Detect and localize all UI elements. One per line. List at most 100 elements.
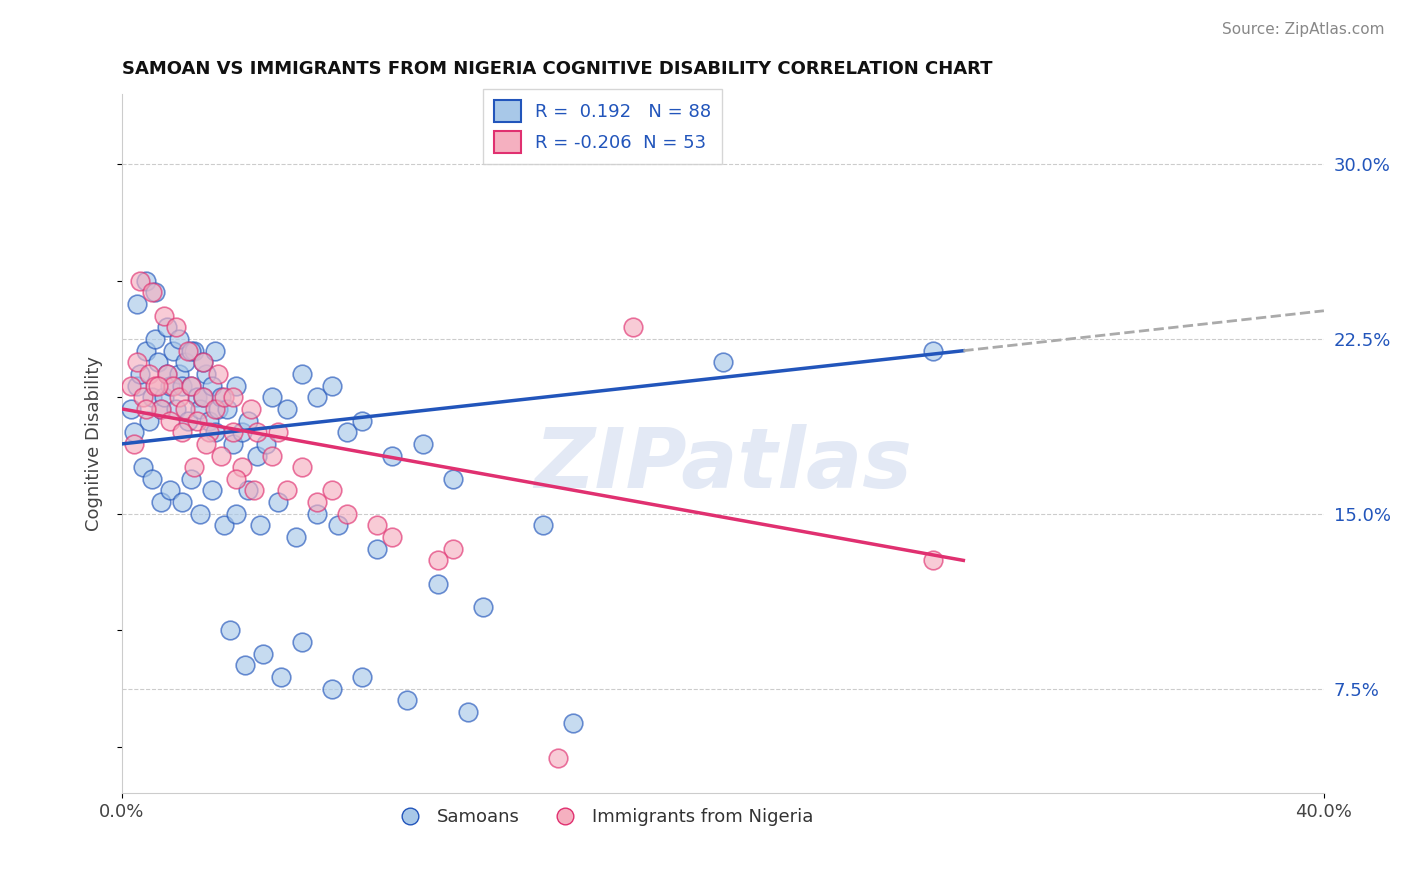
Point [159,414,181,428]
Point [180,472,202,486]
Point [328,518,350,533]
Point [195,437,218,451]
Point [285,530,308,544]
Point [159,378,181,392]
Point [153,390,176,404]
Point [291,367,314,381]
Point [307,390,329,404]
Point [156,367,179,381]
Point [165,401,187,416]
Point [204,343,226,358]
Point [143,332,166,346]
Point [193,355,215,369]
Point [352,670,374,684]
Point [162,378,184,392]
Point [132,390,155,404]
Point [254,437,277,451]
Point [381,530,404,544]
Point [231,425,253,440]
Point [267,495,290,509]
Point [193,390,215,404]
Point [156,320,179,334]
Point [174,355,197,369]
Point [186,390,208,404]
Legend: Samoans, Immigrants from Nigeria: Samoans, Immigrants from Nigeria [385,801,821,833]
Point [381,449,404,463]
Point [150,401,173,416]
Point [240,401,263,416]
Point [231,460,253,475]
Point [262,390,284,404]
Point [352,414,374,428]
Point [188,401,211,416]
Point [135,274,157,288]
Point [180,378,202,392]
Point [262,449,284,463]
Point [225,378,247,392]
Point [135,401,157,416]
Point [321,681,343,696]
Point [457,705,479,719]
Point [321,483,343,498]
Point [156,367,179,381]
Point [441,541,464,556]
Point [125,355,148,369]
Text: ZIPatlas: ZIPatlas [534,425,912,506]
Point [209,449,232,463]
Point [201,378,224,392]
Point [922,553,945,567]
Point [307,495,329,509]
Point [922,343,945,358]
Point [233,658,256,673]
Point [412,437,434,451]
Point [426,553,449,567]
Point [183,343,205,358]
Point [426,576,449,591]
Point [167,390,190,404]
Point [159,483,181,498]
Point [125,378,148,392]
Point [246,425,269,440]
Point [172,425,194,440]
Point [201,483,224,498]
Point [165,320,187,334]
Point [122,437,145,451]
Point [291,460,314,475]
Point [207,401,229,416]
Point [174,401,197,416]
Point [141,472,163,486]
Point [120,401,142,416]
Point [193,355,215,369]
Point [243,483,266,498]
Point [120,378,142,392]
Point [276,483,298,498]
Point [291,635,314,649]
Point [209,390,232,404]
Point [238,483,260,498]
Point [366,518,388,533]
Point [162,343,184,358]
Point [561,716,583,731]
Point [336,425,359,440]
Point [212,390,235,404]
Point [212,518,235,533]
Point [204,401,226,416]
Y-axis label: Cognitive Disability: Cognitive Disability [86,357,103,532]
Point [321,378,343,392]
Point [135,343,157,358]
Point [219,624,242,638]
Point [207,367,229,381]
Point [180,378,202,392]
Point [177,343,200,358]
Point [125,297,148,311]
Point [172,495,194,509]
Point [246,449,269,463]
Point [225,472,247,486]
Point [138,367,160,381]
Point [711,355,734,369]
Point [141,285,163,300]
Point [129,367,152,381]
Point [222,425,245,440]
Point [195,367,218,381]
Point [252,647,274,661]
